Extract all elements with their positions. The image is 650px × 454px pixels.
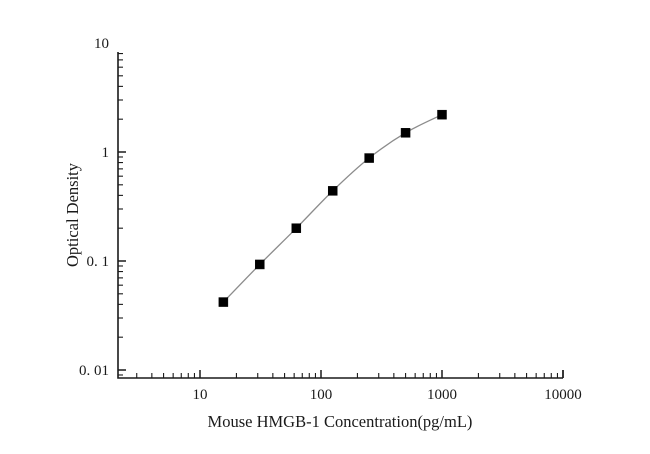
x-axis-title: Mouse HMGB-1 Concentration(pg/mL) [208,412,473,431]
x-tick-label: 10000 [544,387,582,403]
axis-frame [117,52,563,379]
y-axis-title: Optical Density [63,162,82,267]
data-point-marker [327,186,338,196]
tick-group [118,53,564,378]
y-tick-label: 10 [94,36,109,52]
y-tick-label: 1 [102,145,110,161]
data-point-marker [255,259,265,270]
x-tick-label: 1000 [427,387,457,403]
data-point-marker [218,297,229,307]
data-point-marker [291,223,302,233]
data-series-group [218,109,447,307]
y-tick-label: 0. 1 [87,254,110,270]
data-point-marker [364,153,374,163]
tick-label-group: 10 100 1000 10000 10 1 0. 1 0. 01 [79,36,582,403]
data-point-marker [437,109,447,120]
x-tick-label: 10 [193,387,208,403]
y-tick-label: 0. 01 [79,363,109,379]
data-point-marker [400,128,411,138]
data-line [222,114,443,303]
x-tick-label: 100 [310,387,333,403]
